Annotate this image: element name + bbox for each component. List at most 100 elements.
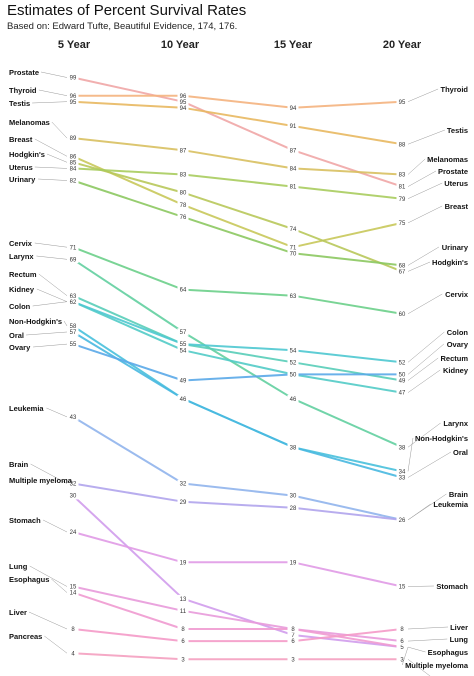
- value-label-bg: [396, 358, 408, 367]
- right-connector-ovary: [407, 343, 445, 375]
- left-label-esophagus: Esophagus: [9, 575, 49, 584]
- value-label-bg: [67, 328, 79, 336]
- right-label-thyroid: Thyroid: [441, 85, 469, 94]
- value-label-bg: [177, 328, 189, 336]
- value-label-bg: [67, 243, 79, 251]
- right-connector-urinary: [407, 246, 440, 266]
- value-label-bg: [67, 582, 79, 591]
- left-label-urinary: Urinary: [9, 175, 36, 184]
- series-line-esophagus: [72, 591, 403, 649]
- value-label-5-year-71: 71: [70, 245, 77, 251]
- value-label-bg: [287, 225, 299, 233]
- value-label-bg: [287, 394, 299, 403]
- series-line-kidney: [72, 300, 403, 394]
- series-line-lung: [72, 585, 403, 643]
- series-line-liver: [72, 628, 403, 643]
- right-connector-oral: [407, 451, 452, 478]
- value-label-10-year-29: 29: [180, 500, 187, 506]
- value-label-20-year-15: 15: [399, 585, 406, 591]
- value-label-20-year-81: 81: [399, 185, 406, 191]
- value-label-15-year-87: 87: [290, 148, 297, 154]
- column-header-10-year: 10 Year: [161, 39, 200, 51]
- left-label-rectum: Rectum: [9, 270, 37, 279]
- value-label-5-year-55: 55: [70, 342, 77, 348]
- value-label-5-year-30: 30: [70, 494, 77, 500]
- value-label-10-year-49: 49: [180, 379, 187, 385]
- right-connector-uterus: [407, 182, 443, 199]
- value-label-bg: [287, 243, 299, 251]
- value-label-10-year-3: 3: [181, 657, 185, 663]
- value-label-bg: [177, 637, 189, 645]
- value-label-bg: [396, 637, 408, 645]
- value-label-5-year-57: 57: [70, 330, 77, 336]
- left-label-brain: Brain: [9, 460, 29, 469]
- series-line-multiple-myeloma: [72, 494, 403, 649]
- value-label-bg: [177, 104, 189, 112]
- left-connector-pancreas: [44, 635, 68, 654]
- left-label-multiple-myeloma: Multiple myeloma: [9, 476, 73, 485]
- left-connector-uterus: [34, 166, 68, 169]
- value-label-20-year-8: 8: [400, 627, 404, 633]
- value-label-bg: [287, 104, 299, 112]
- left-connector-lung: [29, 565, 68, 587]
- value-label-bg: [396, 194, 408, 203]
- series-line-prostate: [72, 76, 403, 188]
- value-label-bg: [177, 376, 189, 385]
- value-label-10-year-11: 11: [180, 609, 187, 615]
- value-label-bg: [67, 255, 79, 264]
- value-label-20-year-52: 52: [399, 360, 406, 366]
- value-label-bg: [67, 134, 79, 142]
- right-connector-breast: [407, 205, 443, 224]
- left-label-lung: Lung: [9, 562, 28, 571]
- value-label-20-year-67: 67: [399, 270, 406, 276]
- value-label-bg: [67, 164, 79, 173]
- right-label-multiple-myeloma: Multiple myeloma: [405, 661, 469, 670]
- value-label-bg: [287, 443, 299, 451]
- value-label-15-year-19: 19: [290, 560, 297, 566]
- right-label-leukemia: Leukemia: [433, 500, 468, 509]
- value-label-bg: [67, 158, 79, 167]
- value-label-5-year-89: 89: [70, 136, 77, 142]
- value-label-10-year-8: 8: [181, 627, 185, 633]
- value-label-bg: [67, 491, 79, 500]
- value-label-20-year-50: 50: [399, 373, 406, 379]
- left-connector-thyroid: [38, 89, 68, 96]
- value-label-5-year-69: 69: [70, 257, 77, 263]
- series-line-thyroid: [72, 94, 403, 109]
- left-label-pancreas: Pancreas: [9, 632, 42, 641]
- value-label-15-year-30: 30: [290, 494, 297, 500]
- value-label-bg: [287, 291, 299, 300]
- value-label-bg: [177, 170, 189, 179]
- right-label-melanomas: Melanomas: [427, 155, 468, 164]
- value-label-bg: [396, 655, 408, 664]
- value-label-20-year-34: 34: [399, 470, 406, 476]
- value-label-10-year-95: 95: [180, 100, 187, 106]
- value-label-bg: [177, 607, 189, 615]
- value-label-bg: [396, 140, 408, 148]
- value-label-10-year-78: 78: [180, 203, 187, 209]
- value-label-10-year-32: 32: [180, 482, 187, 488]
- value-label-5-year-8: 8: [71, 627, 75, 633]
- value-label-10-year-87: 87: [180, 148, 187, 154]
- left-connector-hodgkin-s: [46, 153, 68, 163]
- series-line-leukemia: [72, 415, 403, 521]
- value-label-5-year-63: 63: [70, 294, 77, 300]
- value-label-5-year-85: 85: [70, 160, 77, 166]
- value-label-bg: [67, 413, 79, 421]
- left-label-oral: Oral: [9, 331, 24, 340]
- right-connector-larynx: [407, 422, 441, 448]
- series-line-melanomas: [72, 137, 403, 176]
- right-label-lung: Lung: [450, 635, 469, 644]
- value-label-15-year-63: 63: [290, 294, 297, 300]
- value-label-bg: [396, 182, 408, 191]
- value-label-bg: [67, 297, 79, 306]
- value-label-bg: [287, 182, 299, 191]
- value-label-bg: [177, 188, 189, 197]
- series-line-larynx: [72, 258, 403, 449]
- value-label-bg: [177, 91, 189, 100]
- value-label-5-year-86: 86: [70, 154, 77, 160]
- left-connector-leukemia: [46, 407, 68, 418]
- chart-subtitle: Based on: Edward Tufte, Beautiful Eviden…: [7, 21, 238, 32]
- left-label-colon: Colon: [9, 302, 31, 311]
- value-label-bg: [177, 497, 189, 506]
